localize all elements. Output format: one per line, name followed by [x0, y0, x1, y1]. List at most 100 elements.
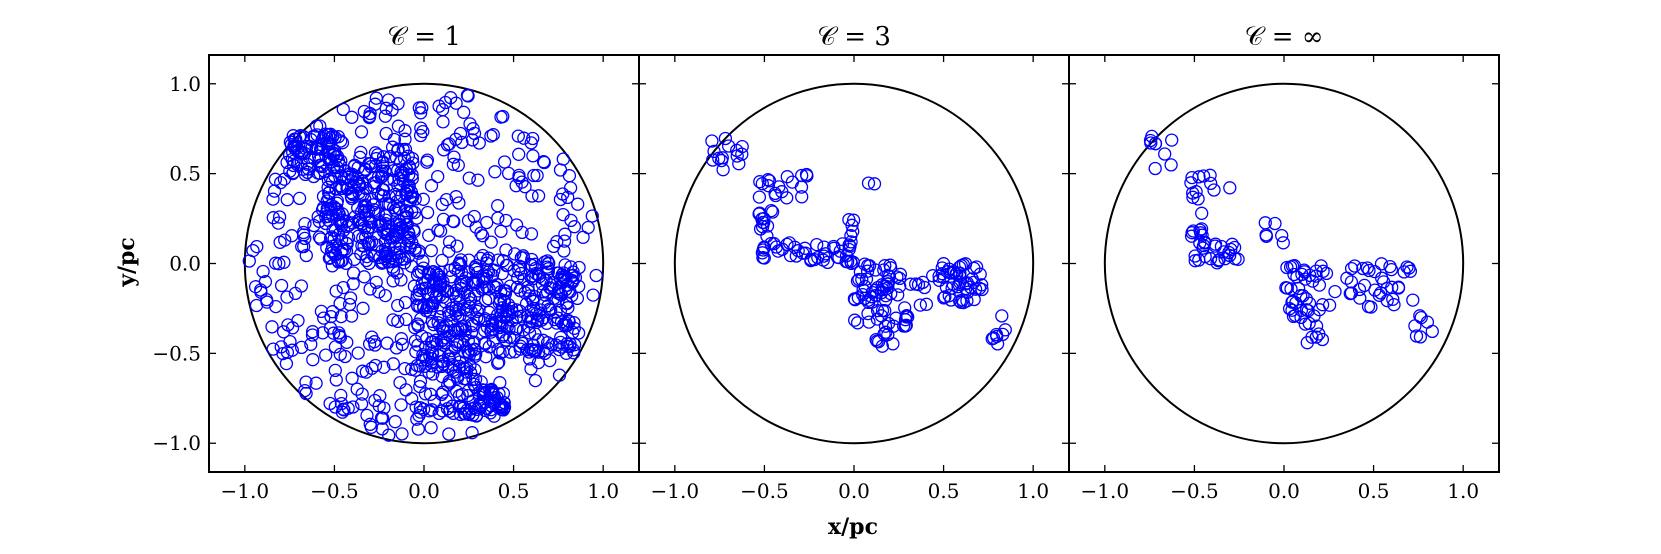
data-point — [334, 309, 348, 324]
data-point — [280, 290, 294, 304]
data-point — [316, 326, 330, 340]
data-point — [846, 224, 860, 239]
data-point — [458, 329, 472, 343]
data-point — [285, 229, 299, 243]
data-point — [465, 317, 479, 331]
data-point — [1198, 236, 1212, 250]
data-point — [467, 289, 482, 303]
data-point — [330, 194, 345, 208]
data-point — [995, 309, 1009, 323]
data-point — [414, 106, 428, 120]
data-point — [364, 160, 378, 174]
data-point — [526, 338, 541, 352]
data-point — [408, 334, 422, 348]
data-point — [518, 180, 532, 194]
data-point — [432, 99, 446, 113]
data-point — [926, 269, 940, 283]
data-point — [795, 190, 809, 204]
data-point — [510, 280, 525, 294]
data-point — [512, 147, 526, 161]
data-point — [706, 153, 720, 167]
data-point — [845, 218, 859, 232]
data-point — [1298, 272, 1312, 286]
data-point — [785, 175, 800, 189]
data-point — [449, 283, 464, 297]
data-point — [426, 284, 440, 298]
data-point — [432, 406, 446, 421]
data-point — [457, 406, 471, 421]
data-point — [418, 387, 433, 401]
data-point — [457, 105, 471, 119]
data-point — [325, 130, 340, 144]
data-point — [867, 177, 882, 191]
data-point — [967, 292, 981, 307]
data-point — [1195, 206, 1209, 220]
x-tick-label: −1.0 — [1081, 479, 1130, 503]
data-point — [1191, 192, 1205, 206]
data-point — [317, 311, 331, 325]
data-point — [386, 357, 400, 371]
data-point — [249, 298, 264, 313]
data-point — [850, 274, 865, 288]
data-point — [300, 165, 315, 180]
data-point — [494, 224, 508, 238]
data-point — [280, 193, 294, 207]
data-point — [499, 213, 513, 228]
data-point — [242, 254, 256, 268]
data-point — [478, 403, 492, 418]
data-point — [1328, 284, 1342, 299]
data-point — [1204, 176, 1218, 191]
data-point — [561, 301, 575, 315]
data-point — [772, 180, 786, 194]
data-point — [375, 422, 389, 436]
data-point — [368, 146, 383, 160]
data-point — [351, 179, 366, 193]
data-point — [530, 315, 544, 329]
data-point — [378, 109, 393, 123]
data-point — [356, 231, 370, 245]
data-point — [541, 257, 556, 271]
data-point — [433, 279, 448, 294]
data-point — [463, 296, 477, 310]
data-point — [306, 353, 320, 367]
data-point — [433, 288, 447, 303]
data-point — [408, 241, 422, 256]
data-point — [443, 263, 457, 277]
data-point — [791, 244, 805, 258]
panels-group: 𝒞 = 1−1.0 −0.5 0.0 0.5 1.0−1.0−0.50.00.51.0𝒞… — [152, 22, 1500, 503]
data-point — [547, 291, 561, 306]
points-group — [242, 88, 603, 442]
data-point — [439, 192, 454, 207]
data-point — [330, 164, 345, 178]
data-point — [314, 232, 328, 246]
data-point — [344, 309, 359, 323]
data-point — [881, 328, 895, 342]
data-point — [565, 273, 579, 288]
data-point — [462, 289, 476, 303]
data-point — [878, 293, 893, 307]
data-point — [551, 284, 566, 299]
data-point — [510, 322, 524, 336]
data-point — [954, 295, 968, 309]
data-point — [513, 304, 527, 318]
data-point — [571, 197, 585, 211]
data-point — [431, 169, 445, 184]
data-point — [486, 128, 500, 142]
data-point — [436, 212, 451, 227]
data-point — [525, 258, 539, 273]
data-point — [406, 189, 420, 204]
data-point — [338, 349, 352, 364]
data-point — [427, 394, 441, 408]
panel-title: 𝒞 = 3 — [817, 22, 891, 52]
data-point — [468, 372, 483, 387]
data-point — [870, 334, 884, 348]
data-point — [346, 400, 360, 414]
data-point — [1361, 299, 1376, 314]
data-point — [333, 179, 347, 193]
data-point — [276, 346, 290, 361]
data-point — [932, 273, 946, 287]
data-point — [438, 95, 453, 110]
data-point — [452, 302, 466, 317]
data-point — [498, 287, 513, 301]
